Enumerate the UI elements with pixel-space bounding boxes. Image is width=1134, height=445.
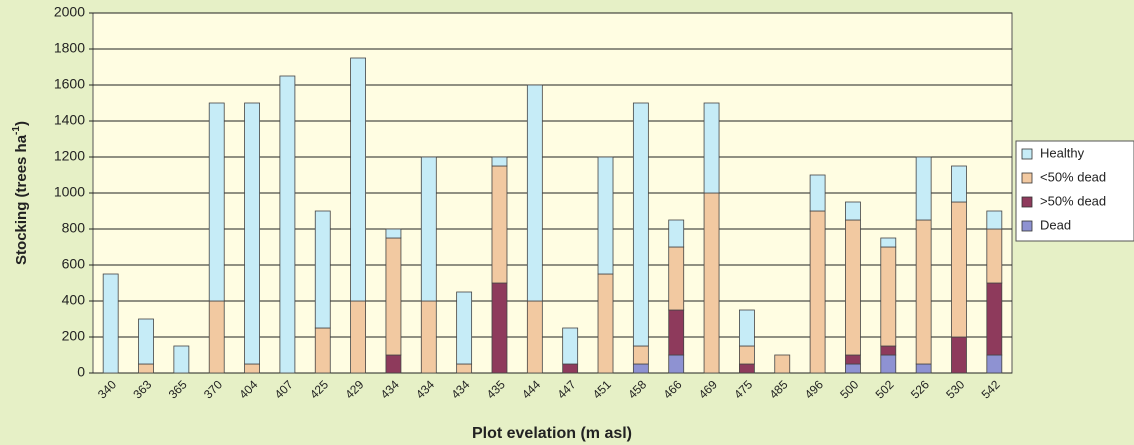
bar-segment	[915, 156, 932, 221]
bar-segment	[809, 174, 826, 212]
bar-segment	[703, 192, 720, 374]
bar-segment	[986, 210, 1003, 230]
y-label-text: Stocking (trees ha	[13, 134, 30, 265]
bar-segment	[915, 363, 932, 374]
y-tick-label: 2000	[54, 4, 85, 20]
bar-segment	[986, 228, 1003, 284]
legend	[1015, 140, 1134, 242]
bar-segment	[845, 363, 861, 374]
bar-segment	[491, 165, 508, 284]
bar-segment	[880, 345, 897, 356]
bar-segment	[774, 354, 791, 374]
legend-swatch	[1021, 220, 1033, 232]
bar-segment	[668, 246, 685, 311]
bar-segment	[951, 201, 967, 338]
bar-segment	[597, 273, 614, 374]
x-axis-label: Plot evelation (m asl)	[472, 425, 632, 442]
bar-segment	[138, 318, 154, 365]
bar-segment	[986, 354, 1003, 374]
bar-segment	[703, 102, 720, 194]
bar-segment	[845, 354, 861, 365]
bar-segment	[279, 75, 296, 374]
bar-segment	[102, 273, 119, 374]
y-axis-label: Stocking (trees ha-1)	[11, 121, 30, 265]
bar-segment	[244, 102, 260, 365]
legend-label: <50% dead	[1040, 169, 1106, 184]
legend-swatch	[1021, 196, 1033, 208]
y-tick-label: 1200	[54, 148, 85, 164]
bar-segment	[314, 327, 331, 374]
bar-segment	[951, 165, 967, 203]
y-tick-label: 1000	[54, 184, 85, 200]
bar-segment	[350, 57, 366, 302]
bar-segment	[845, 219, 861, 356]
bar-segment	[385, 354, 402, 374]
bar-segment	[314, 210, 331, 329]
bar-segment	[456, 363, 473, 374]
y-tick-label: 400	[62, 292, 86, 308]
y-tick-label: 1400	[54, 112, 85, 128]
bar-segment	[208, 300, 225, 374]
bar-segment	[845, 201, 861, 221]
legend-label: >50% dead	[1040, 193, 1106, 208]
bar-segment	[562, 363, 579, 374]
bar-segment	[350, 300, 366, 374]
bar-segment	[456, 291, 473, 365]
bar-segment	[597, 156, 614, 275]
bar-segment	[138, 363, 154, 374]
bar-segment	[880, 246, 897, 347]
bar-segment	[491, 156, 508, 167]
bar-segment	[668, 219, 685, 248]
bar-segment	[915, 219, 932, 365]
bar-segment	[491, 282, 508, 374]
y-tick-label: 200	[62, 328, 86, 344]
y-tick-label: 1800	[54, 40, 85, 56]
bar-segment	[739, 345, 755, 365]
legend-label: Dead	[1040, 217, 1071, 232]
y-label-sup: -1	[11, 126, 22, 135]
bar-segment	[668, 309, 685, 356]
bar-segment	[632, 345, 649, 365]
bar-segment	[739, 309, 755, 347]
bar-segment	[951, 336, 967, 374]
legend-swatch	[1021, 148, 1033, 160]
legend-label: Healthy	[1040, 145, 1085, 160]
bar-segment	[244, 363, 260, 374]
bar-segment	[880, 237, 897, 248]
y-tick-label: 1600	[54, 76, 85, 92]
bar-segment	[420, 156, 437, 302]
y-tick-label: 600	[62, 256, 86, 272]
y-tick-label: 0	[77, 364, 85, 380]
legend-swatch	[1021, 172, 1033, 184]
y-tick-label: 800	[62, 220, 86, 236]
y-label-suffix: )	[13, 121, 30, 126]
bar-segment	[632, 102, 649, 347]
bar-segment	[809, 210, 826, 374]
bar-segment	[632, 363, 649, 374]
bar-segment	[385, 237, 402, 356]
bar-segment	[668, 354, 685, 374]
bar-segment	[986, 282, 1003, 356]
bar-segment	[880, 354, 897, 374]
bar-segment	[173, 345, 190, 374]
bar-segment	[562, 327, 579, 365]
bar-segment	[526, 84, 543, 302]
bar-segment	[208, 102, 225, 302]
bar-segment	[526, 300, 543, 374]
bar-segment	[385, 228, 402, 239]
bar-segment	[739, 363, 755, 374]
bar-segment	[420, 300, 437, 374]
